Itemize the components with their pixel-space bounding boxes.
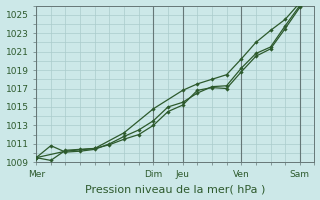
- X-axis label: Pression niveau de la mer( hPa ): Pression niveau de la mer( hPa ): [85, 184, 266, 194]
